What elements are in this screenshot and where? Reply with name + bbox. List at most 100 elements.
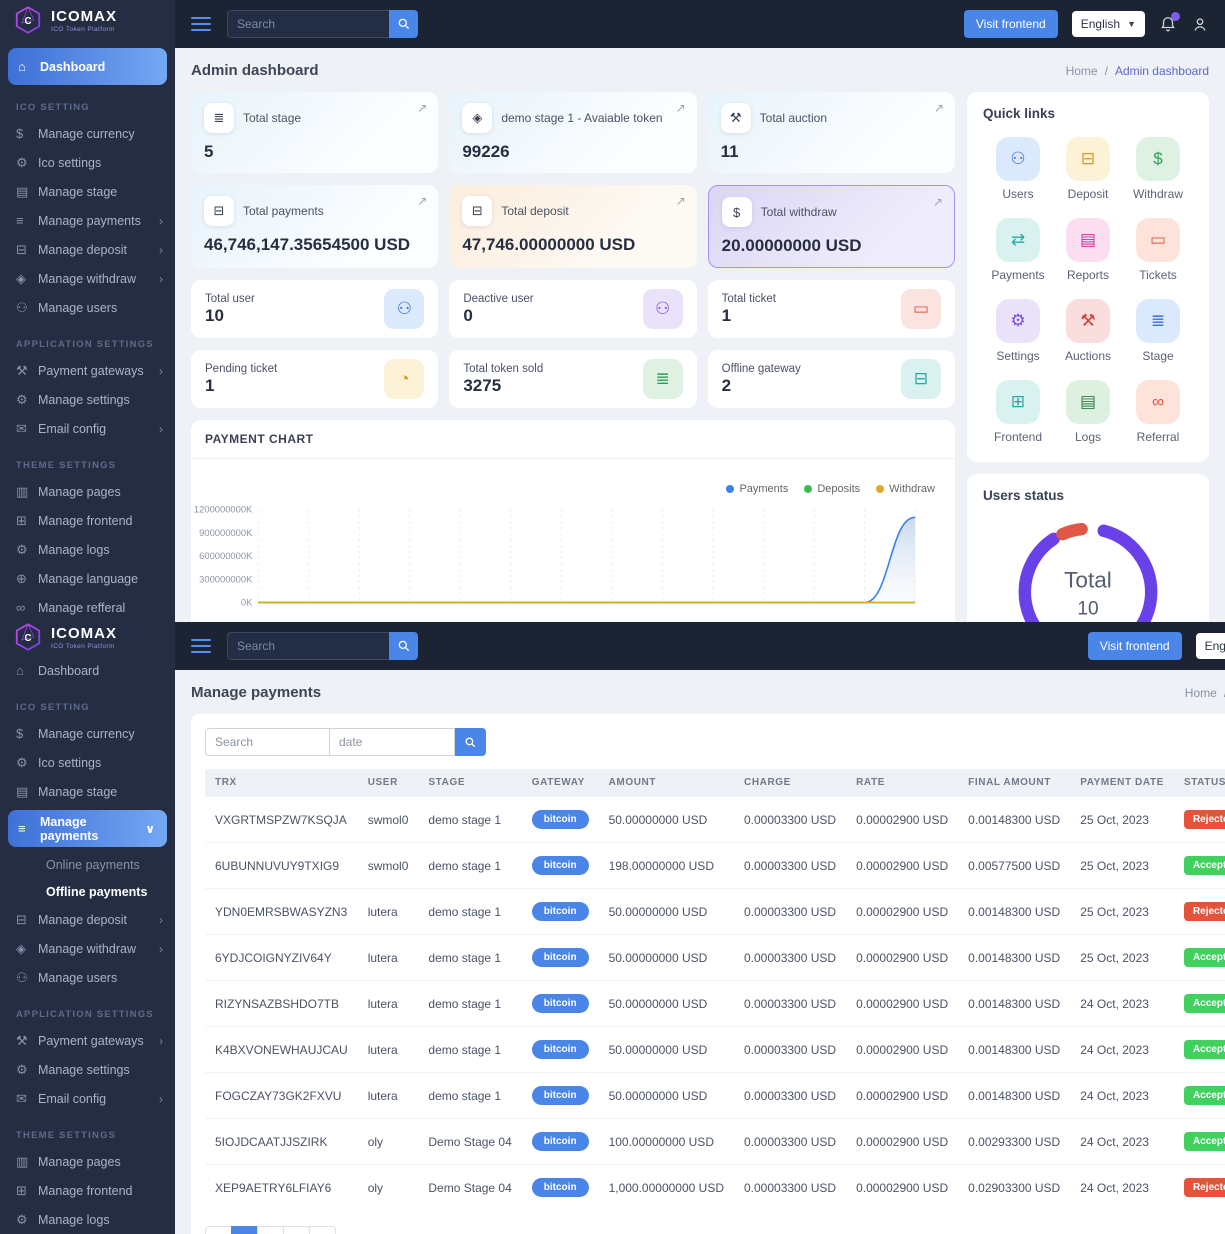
sidebar-item[interactable]: ≡ Manage payments ∨ (8, 810, 167, 847)
sidebar-item[interactable]: ∞ Manage refferal (0, 593, 175, 622)
gateway-badge: bitcoin (531, 948, 589, 967)
sidebar-item[interactable]: ◈ Manage withdraw › (0, 934, 175, 963)
breadcrumb-home[interactable]: Home (1184, 685, 1217, 700)
search-input[interactable] (227, 632, 389, 660)
visit-frontend-button[interactable]: Visit frontend (963, 10, 1058, 38)
stat-card-value: 47,746.00000000 USD (462, 235, 636, 254)
search-button[interactable] (389, 632, 418, 660)
sidebar-item-label: THEME SETTINGS (16, 1129, 117, 1141)
legend-item[interactable]: Payments (726, 483, 788, 495)
brand-logo[interactable]: C ICOMAX ICO Token Platform (0, 0, 175, 40)
pagination-page[interactable]: 1 (231, 1226, 258, 1234)
stat-card[interactable]: ⊟ Total payments ↗ 46,746,147.35654500 U… (191, 185, 439, 268)
stat-card-value: 99226 (462, 142, 510, 161)
stat-card[interactable]: ≣ Total stage ↗ 5 (191, 92, 439, 173)
cell-charge: 0.00003300 USD (734, 980, 847, 1027)
sidebar-item[interactable]: ⊞ Manage frontend (0, 1176, 175, 1205)
sidebar-item[interactable]: ⚇ Manage users (0, 963, 175, 992)
filter-search-button[interactable] (455, 728, 486, 756)
menu-toggle-icon[interactable] (191, 635, 211, 657)
sidebar-item[interactable]: ⊞ Manage frontend (0, 506, 175, 535)
sidebar-item[interactable]: ✉ Email config › (0, 1084, 175, 1113)
quick-link[interactable]: $ Withdraw (1123, 137, 1193, 201)
sidebar-item[interactable]: ⚙ Manage logs (0, 1205, 175, 1234)
sidebar-item[interactable]: Online payments (0, 851, 175, 878)
quick-link[interactable]: ▭ Tickets (1123, 218, 1193, 282)
stat-card[interactable]: $ Total withdraw ↗ 20.00000000 USD (707, 185, 955, 268)
quick-link[interactable]: ▤ Logs (1053, 380, 1123, 444)
sidebar-item[interactable]: ⚇ Manage users (0, 293, 175, 322)
pagination-page[interactable]: 3 (283, 1226, 310, 1234)
breadcrumb-current: Admin dashboard (1114, 63, 1209, 78)
pagination-page[interactable]: 2 (257, 1226, 284, 1234)
mini-stat-card[interactable]: Total user 10 ⚇ (191, 280, 439, 338)
svg-text:900000000K: 900000000K (199, 527, 253, 538)
mini-stat-icon: ▭ (900, 289, 941, 329)
user-menu-button[interactable] (1191, 15, 1209, 34)
breadcrumb-home[interactable]: Home (1065, 63, 1098, 78)
sidebar-item[interactable]: ⌂ Dashboard (0, 656, 175, 685)
quick-link[interactable]: ⚇ Users (983, 137, 1053, 201)
sidebar-item[interactable]: ⚙ Ico settings (0, 748, 175, 777)
sidebar-item[interactable]: ◈ Manage withdraw › (0, 264, 175, 293)
mini-stat-title: Offline gateway (721, 362, 801, 375)
mini-stat-card[interactable]: Deactive user 0 ⚇ (449, 280, 697, 338)
sidebar-item[interactable]: ⊟ Manage deposit › (0, 905, 175, 934)
language-select[interactable]: English ▼ (1071, 11, 1145, 37)
quick-link[interactable]: ⚒ Auctions (1053, 299, 1123, 363)
quick-link[interactable]: ⊞ Frontend (983, 380, 1053, 444)
mini-stat-card[interactable]: Total token sold 3275 ≣ (449, 350, 697, 408)
sidebar-item[interactable]: ⌂ Dashboard (8, 48, 167, 85)
mini-stat-card[interactable]: Offline gateway 2 ⊟ (707, 350, 955, 408)
sidebar-item[interactable]: ⚙ Manage logs (0, 535, 175, 564)
stat-card[interactable]: ◈ demo stage 1 - Avaiable token ↗ 99226 (449, 92, 697, 173)
sidebar-item[interactable]: ⊟ Manage deposit › (0, 235, 175, 264)
quick-link[interactable]: ▤ Reports (1053, 218, 1123, 282)
mini-stat-card[interactable]: Pending ticket 1 ◔ (191, 350, 439, 408)
stat-card[interactable]: ⚒ Total auction ↗ 11 (707, 92, 955, 173)
page-title: Manage payments (191, 684, 322, 701)
menu-toggle-icon[interactable] (191, 13, 211, 35)
quick-link[interactable]: ⇄ Payments (983, 218, 1053, 282)
quick-link[interactable]: ⚙ Settings (983, 299, 1053, 363)
sidebar-item[interactable]: ≡ Manage payments › (0, 206, 175, 235)
quick-link[interactable]: ∞ Referral (1123, 380, 1193, 444)
gateway-badge: bitcoin (531, 1086, 589, 1105)
sidebar-item[interactable]: ⚙ Manage settings (0, 385, 175, 414)
sidebar-item[interactable]: $ Manage currency (0, 119, 175, 148)
search-button[interactable] (389, 10, 418, 38)
legend-item[interactable]: Deposits (804, 483, 860, 495)
stat-card[interactable]: ⊟ Total deposit ↗ 47,746.00000000 USD (449, 185, 697, 268)
sidebar-item-icon: ✉ (16, 1090, 27, 1106)
quick-link[interactable]: ⊟ Deposit (1053, 137, 1123, 201)
pagination-prev[interactable]: ‹ (205, 1226, 232, 1234)
search-input[interactable] (227, 10, 389, 38)
sidebar-item[interactable]: ⚒ Payment gateways › (0, 1026, 175, 1055)
sidebar-item[interactable]: $ Manage currency (0, 719, 175, 748)
sidebar-item[interactable]: ▤ Manage stage (0, 177, 175, 206)
status-badge: Rejected (1183, 810, 1225, 829)
brand-logo[interactable]: C ICOMAX ICO Token Platform (0, 622, 175, 652)
sidebar-item[interactable]: Offline payments (0, 878, 175, 905)
legend-item[interactable]: Withdraw (876, 483, 935, 495)
mini-stat-card[interactable]: Total ticket 1 ▭ (707, 280, 955, 338)
quick-link[interactable]: ≣ Stage (1123, 299, 1193, 363)
pagination-next[interactable]: › (309, 1226, 336, 1234)
sidebar-item[interactable]: ⚙ Ico settings (0, 148, 175, 177)
notifications-button[interactable] (1159, 11, 1180, 34)
sidebar-item[interactable]: ▥ Manage pages (0, 477, 175, 506)
sidebar-item[interactable]: ▥ Manage pages (0, 1147, 175, 1176)
filter-date-input[interactable] (330, 728, 455, 756)
mini-stat-title: Deactive user (463, 292, 534, 305)
filter-search-input[interactable] (205, 728, 330, 756)
language-select[interactable]: English ▼ (1195, 633, 1225, 659)
sidebar-item[interactable]: ⊕ Manage language (0, 564, 175, 593)
sidebar-item[interactable]: ⚒ Payment gateways › (0, 356, 175, 385)
stat-card-value: 5 (204, 142, 214, 161)
visit-frontend-button[interactable]: Visit frontend (1087, 632, 1182, 660)
sidebar-item[interactable]: ⚙ Manage settings (0, 1055, 175, 1084)
payment-line-chart: 0K 300000000K 600000000K 900000000K 12000000… (194, 504, 916, 608)
sidebar-item[interactable]: ✉ Email config › (0, 414, 175, 443)
cell-user: oly (357, 1164, 419, 1210)
sidebar-item[interactable]: ▤ Manage stage (0, 777, 175, 806)
